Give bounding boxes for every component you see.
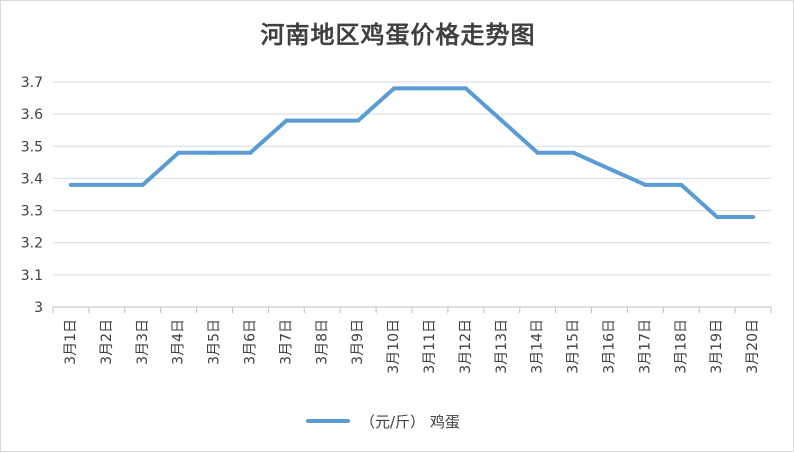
data-point	[140, 182, 145, 187]
legend-swatch	[306, 419, 350, 423]
data-point	[643, 182, 648, 187]
data-point	[463, 86, 468, 91]
x-category-label: 3月8日	[314, 319, 330, 365]
y-tick-label: 3.3	[21, 204, 43, 220]
x-category-label: 3月6日	[242, 319, 258, 365]
data-point	[248, 150, 253, 155]
x-category-label: 3月20日	[745, 319, 761, 374]
data-point	[320, 118, 325, 123]
data-point	[499, 118, 504, 123]
y-axis-ticks: 3 3.1 3.2 3.3 3.4 3.5 3.6 3.7	[21, 75, 43, 316]
data-point	[715, 215, 720, 219]
x-category-label: 3月18日	[673, 319, 689, 374]
data-point	[571, 150, 576, 155]
data-point	[751, 215, 756, 219]
x-category-label: 3月10日	[386, 319, 402, 374]
x-category-label: 3月13日	[494, 319, 510, 374]
legend: （元/斤） 鸡蛋	[306, 409, 460, 433]
x-category-label: 3月14日	[530, 319, 546, 374]
data-point	[356, 118, 361, 123]
data-point	[427, 86, 432, 91]
gridlines	[53, 81, 771, 308]
data-point	[679, 182, 684, 187]
x-category-label: 3月5日	[207, 319, 223, 365]
data-point	[535, 150, 540, 155]
legend-label: （元/斤） 鸡蛋	[360, 412, 460, 431]
x-category-label: 3月7日	[278, 319, 294, 365]
y-tick-label: 3.2	[21, 236, 43, 252]
data-point	[68, 182, 73, 187]
x-category-label: 3月4日	[171, 319, 187, 365]
x-category-label: 3月11日	[422, 319, 438, 374]
x-category-label: 3月19日	[709, 319, 725, 374]
x-axis: 3月1日 3月2日 3月3日 3月4日 3月5日 3月6日 3月7日 3月8日 3月9日 3月10…	[52, 307, 772, 374]
y-tick-label: 3.1	[21, 268, 43, 284]
data-point	[607, 166, 612, 171]
x-category-label: 3月17日	[637, 319, 653, 374]
data-point	[212, 150, 217, 155]
y-tick-label: 3.7	[21, 75, 43, 91]
data-point	[176, 150, 181, 155]
y-tick-label: 3	[34, 300, 43, 316]
x-category-label: 3月3日	[135, 319, 151, 365]
data-point	[392, 86, 397, 91]
y-tick-label: 3.4	[21, 171, 43, 187]
x-category-label: 3月15日	[566, 319, 582, 374]
x-category-label: 3月2日	[99, 319, 115, 365]
chart-title: 河南地区鸡蛋价格走势图	[260, 20, 536, 49]
x-category-label: 3月16日	[601, 319, 617, 374]
y-tick-label: 3.5	[21, 139, 43, 155]
x-category-label: 3月1日	[63, 319, 79, 365]
x-category-label: 3月12日	[458, 319, 474, 374]
series-line-eggs	[69, 86, 755, 219]
data-point	[284, 118, 289, 123]
x-category-label: 3月9日	[350, 319, 366, 365]
series-layer	[68, 86, 756, 219]
data-point	[104, 182, 109, 187]
y-tick-label: 3.6	[21, 107, 43, 123]
